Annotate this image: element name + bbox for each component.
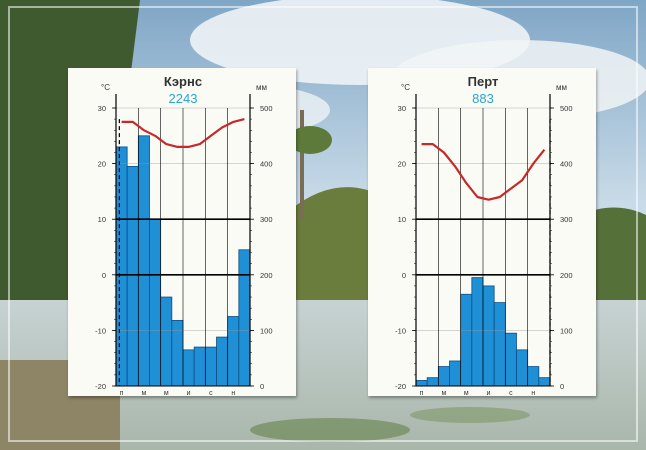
left-tick-label: 20: [398, 160, 406, 169]
temperature-line: [121, 118, 245, 148]
precip-bar: [216, 336, 229, 387]
precip-bar: [137, 135, 150, 387]
precip-bar: [504, 332, 517, 387]
left-tick-label: 30: [398, 104, 406, 113]
x-tick-label: м: [442, 390, 447, 396]
precip-bar: [149, 218, 162, 387]
x-tick-label: п: [420, 390, 424, 396]
right-tick-label: 500: [260, 104, 273, 113]
precip-bar: [182, 349, 195, 387]
precip-bar: [115, 146, 128, 387]
x-tick-label: н: [231, 390, 235, 396]
climate-chart-cairns: Кэрнс 2243 °C мм 30 20 10 0 -10 -20 500 400 300 200 10…: [68, 68, 296, 396]
chart-subtitle: 2243: [169, 91, 198, 106]
x-tick-label: м: [142, 390, 147, 396]
right-tick-label: 0: [260, 382, 264, 391]
precip-bar: [460, 293, 473, 387]
left-tick-label: 0: [102, 271, 106, 280]
left-tick-label: -10: [395, 326, 406, 335]
x-tick-label: и: [487, 390, 491, 396]
x-tick-label: н: [531, 390, 535, 396]
precip-bar: [493, 302, 506, 387]
x-tick-label: м: [164, 390, 169, 396]
precip-bar: [227, 316, 240, 387]
left-tick-label: -20: [395, 382, 406, 391]
left-tick-label: 10: [98, 215, 106, 224]
left-tick-label: 10: [398, 215, 406, 224]
right-tick-label: 400: [260, 160, 273, 169]
left-axis-unit: °C: [101, 83, 110, 92]
precip-bar: [160, 296, 173, 387]
x-tick-label: м: [464, 390, 469, 396]
chart-subtitle: 883: [472, 91, 494, 106]
precip-bar: [471, 277, 484, 387]
precip-bar: [204, 346, 217, 387]
precip-bar: [126, 165, 139, 387]
x-tick-label: с: [209, 390, 213, 396]
precip-bar: [516, 349, 529, 387]
right-axis-unit: мм: [556, 83, 567, 92]
chart-title: Кэрнс: [164, 74, 202, 89]
precip-bar: [437, 366, 450, 387]
precip-bar: [193, 346, 206, 387]
right-tick-label: 100: [260, 326, 273, 335]
right-tick-label: 0: [560, 382, 564, 391]
right-tick-label: 300: [260, 215, 273, 224]
left-tick-label: 20: [98, 160, 106, 169]
right-axis-unit: мм: [256, 83, 267, 92]
right-tick-label: 300: [560, 215, 573, 224]
right-tick-label: 200: [560, 271, 573, 280]
x-tick-label: п: [120, 390, 124, 396]
x-tick-label: с: [509, 390, 513, 396]
x-tick-label: и: [187, 390, 191, 396]
right-tick-label: 500: [560, 104, 573, 113]
precip-bar: [426, 377, 439, 387]
left-tick-label: -20: [95, 382, 106, 391]
temperature-line: [421, 143, 546, 201]
precip-bar: [482, 285, 495, 387]
chart-title: Перт: [468, 74, 499, 89]
left-tick-label: 0: [402, 271, 406, 280]
precip-bar: [538, 377, 551, 387]
left-tick-label: -10: [95, 326, 106, 335]
right-tick-label: 200: [260, 271, 273, 280]
climate-chart-perth: Перт 883 °C мм 30 20 10 0 -10 -20 500 400 300 200 100 0…: [368, 68, 596, 396]
precip-bar: [527, 366, 540, 387]
left-tick-label: 30: [98, 104, 106, 113]
precip-bar: [415, 380, 428, 387]
right-tick-label: 400: [560, 160, 573, 169]
left-axis-unit: °C: [401, 83, 410, 92]
precip-bar: [449, 360, 462, 387]
right-tick-label: 100: [560, 326, 573, 335]
precip-bar: [238, 249, 251, 387]
